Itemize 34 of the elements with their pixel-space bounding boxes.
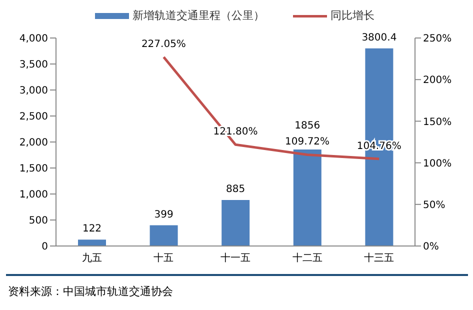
x-tick-label: 九五 [82,252,102,264]
bar [222,200,250,246]
y-tick-label: 1,500 [19,164,48,175]
bar [150,225,178,246]
data-label: 227.05% [141,39,186,50]
y2-tick-label: 100% [423,158,452,170]
data-label: 3800.4 [362,32,397,44]
y-tick-label: 3,000 [19,86,48,97]
text: 资料来源：中国城市轨道交通协会 [8,284,173,299]
legend-label: 新增轨道交通里程（公里） [132,8,264,23]
x-tick-label: 十二五 [292,252,322,264]
y2-tick-label: 0% [423,242,439,253]
x-tick-label: 十一五 [220,252,250,264]
x-tick-label: 十三五 [364,252,394,264]
y-tick-label: 500 [28,216,48,227]
data-label: 399 [154,209,174,220]
y-tick-label: 2,500 [19,112,48,123]
x-tick-label: 十五 [154,252,174,264]
y-tick-label: 2,000 [19,138,48,149]
bar [293,149,322,246]
data-label: 885 [226,184,246,195]
data-label: 109.72% [285,136,330,148]
y-tick-label: 0 [42,242,48,253]
data-label: 122 [82,224,102,235]
y-tick-label: 3,500 [19,60,48,71]
y2-tick-label: 200% [423,75,452,86]
y2-tick-label: 50% [423,200,446,211]
y-tick-label: 1,000 [19,190,48,201]
y2-tick-label: 150% [423,116,452,128]
bar [78,240,106,246]
legend-label: 同比增长 [330,8,374,23]
data-label: 1856 [294,120,320,132]
y2-tick-label: 250% [423,34,452,45]
y-tick-label: 4,000 [19,34,48,45]
